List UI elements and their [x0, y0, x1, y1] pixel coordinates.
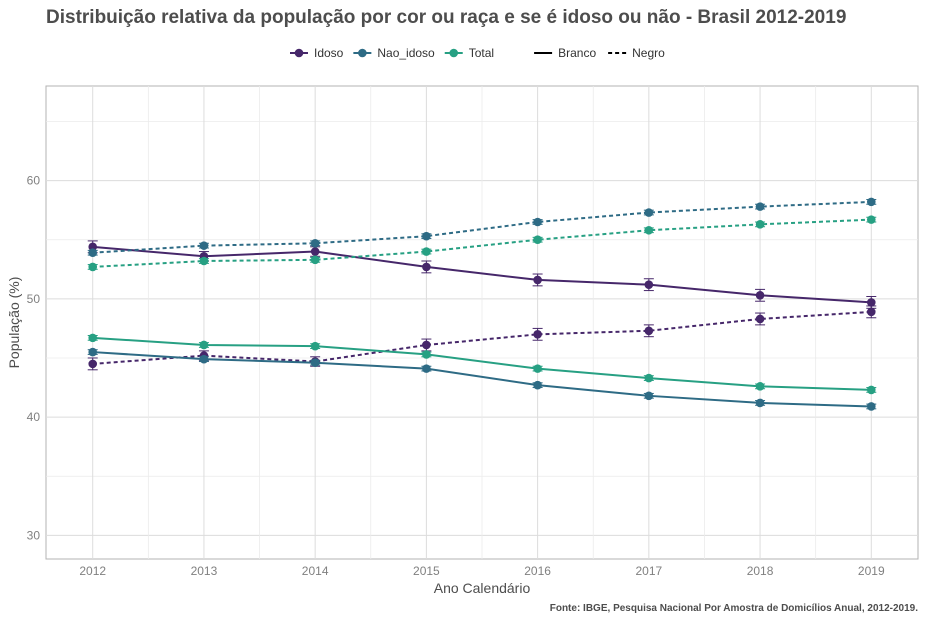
y-axis-title: População (%)	[6, 277, 22, 369]
data-point	[533, 364, 542, 373]
series-total-negro	[87, 215, 877, 272]
legend-key-point	[294, 48, 304, 58]
data-point	[88, 242, 98, 252]
data-point	[422, 364, 431, 373]
data-point	[199, 256, 209, 266]
data-point	[866, 215, 876, 224]
series-nao-idoso-branco	[87, 347, 877, 411]
series-line	[92, 245, 872, 304]
y-tick-label: 40	[27, 410, 41, 424]
data-point	[199, 241, 209, 250]
data-point	[533, 330, 542, 339]
y-axis-ticks: 30 40 50 60	[27, 174, 41, 543]
data-point	[755, 398, 765, 408]
data-point	[644, 280, 654, 289]
series-total-branco	[87, 333, 877, 395]
legend-key-point	[358, 48, 367, 58]
data-point	[533, 235, 542, 245]
data-point	[422, 350, 431, 359]
data-point	[88, 333, 98, 343]
legend-label: Nao_idoso	[377, 46, 435, 60]
data-point	[422, 340, 431, 350]
data-point	[310, 247, 320, 256]
data-point	[866, 385, 876, 395]
series-line	[92, 336, 872, 391]
data-point	[755, 220, 765, 229]
data-point	[310, 358, 320, 368]
data-point	[88, 347, 98, 357]
data-point	[644, 225, 654, 235]
data-point	[310, 238, 320, 248]
y-tick-label: 60	[27, 174, 41, 188]
data-point	[533, 275, 542, 285]
legend: Idoso Nao_idoso Total Branco Negro	[290, 46, 665, 60]
data-point	[88, 359, 98, 369]
series-line	[92, 200, 872, 254]
data-point	[422, 231, 431, 241]
plot-panel	[45, 85, 919, 560]
legend-item-idoso: Idoso	[290, 46, 344, 60]
data-point	[644, 326, 654, 336]
data-point	[866, 307, 876, 317]
legend-item-negro: Negro	[608, 46, 665, 60]
x-axis-ticks: 2012 2013 2014 2015 2016 2017 2018 2019	[79, 564, 885, 578]
legend-label: Negro	[632, 46, 665, 60]
data-point	[310, 255, 320, 265]
data-point	[866, 197, 876, 207]
data-point	[866, 402, 876, 411]
data-point	[755, 314, 765, 324]
grid-lines	[46, 86, 918, 559]
data-point	[755, 382, 765, 391]
data-point	[533, 217, 542, 227]
data-point	[422, 262, 431, 272]
legend-label: Total	[469, 46, 494, 60]
series-line	[92, 310, 872, 365]
x-tick-label: 2015	[413, 564, 440, 578]
x-axis-title: Ano Calendário	[434, 580, 531, 596]
legend-label: Branco	[558, 46, 596, 60]
data-point	[199, 340, 209, 350]
data-point	[644, 373, 654, 383]
legend-item-branco: Branco	[534, 46, 596, 60]
series-layer	[87, 197, 877, 411]
data-point	[644, 208, 654, 217]
data-point	[755, 202, 765, 211]
data-point	[422, 247, 431, 256]
series-line	[92, 218, 872, 268]
data-point	[199, 354, 209, 364]
series-line	[92, 351, 872, 408]
x-tick-label: 2014	[302, 564, 329, 578]
x-tick-label: 2018	[747, 564, 774, 578]
x-tick-label: 2016	[524, 564, 551, 578]
x-tick-label: 2019	[858, 564, 885, 578]
chart-caption: Fonte: IBGE, Pesquisa Nacional Por Amost…	[550, 603, 918, 614]
series-nao-idoso-negro	[87, 197, 877, 258]
legend-item-total: Total	[444, 46, 494, 60]
y-tick-label: 30	[27, 528, 41, 542]
data-point	[88, 262, 98, 272]
x-tick-label: 2017	[635, 564, 662, 578]
x-tick-label: 2013	[191, 564, 218, 578]
data-point	[88, 248, 98, 258]
data-point	[533, 380, 542, 390]
chart-title: Distribuição relativa da população por c…	[46, 7, 846, 28]
data-point	[755, 291, 765, 300]
data-point	[644, 391, 654, 401]
y-tick-label: 50	[27, 292, 41, 306]
legend-label: Idoso	[314, 46, 344, 60]
legend-item-nao-idoso: Nao_idoso	[353, 46, 435, 60]
x-tick-label: 2012	[79, 564, 106, 578]
data-point	[310, 341, 320, 351]
data-point	[866, 298, 876, 307]
legend-key-point	[449, 48, 459, 58]
